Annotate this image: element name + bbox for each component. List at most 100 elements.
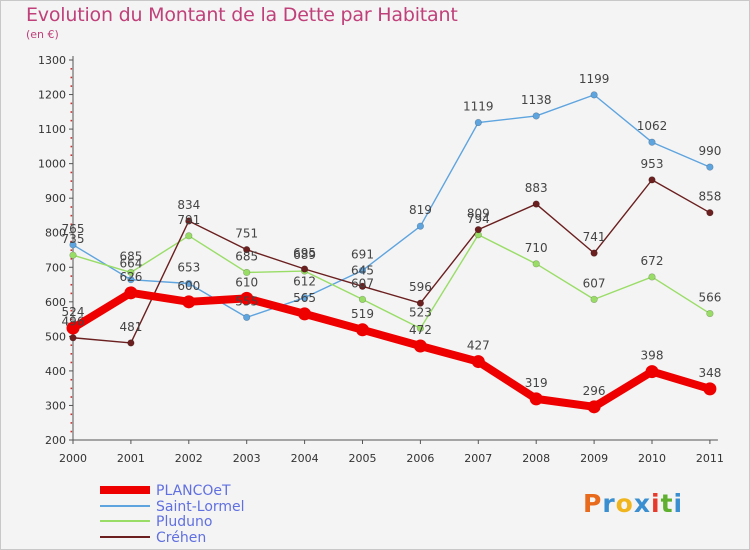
data-point xyxy=(298,307,312,321)
data-label: 555 xyxy=(235,294,258,308)
x-tick-label: 2008 xyxy=(522,452,550,465)
y-minor-tick xyxy=(70,85,73,87)
y-minor-tick xyxy=(70,283,73,286)
y-minor-tick xyxy=(70,223,73,226)
y-minor-tick xyxy=(70,137,73,139)
y-tick-label: 1100 xyxy=(38,123,66,136)
y-minor-tick xyxy=(70,309,73,312)
data-label: 751 xyxy=(235,227,258,241)
data-label: 1138 xyxy=(521,93,552,107)
data-point xyxy=(243,313,251,321)
data-label: 883 xyxy=(525,181,548,195)
data-point xyxy=(69,334,77,342)
data-point xyxy=(69,251,77,259)
data-label: 794 xyxy=(467,212,490,226)
y-minor-tick xyxy=(70,387,73,390)
x-tick-label: 2011 xyxy=(696,452,724,465)
data-label: 565 xyxy=(293,291,316,305)
data-point xyxy=(182,295,196,309)
y-tick-label: 600 xyxy=(45,296,66,309)
y-tick-label: 500 xyxy=(45,330,66,343)
y-minor-tick xyxy=(70,258,73,260)
data-label: 819 xyxy=(409,203,432,217)
data-point xyxy=(301,265,309,273)
data-label: 524 xyxy=(62,305,85,319)
data-label: 645 xyxy=(351,263,374,277)
data-label: 612 xyxy=(293,275,316,289)
data-point xyxy=(706,163,714,171)
data-label: 664 xyxy=(119,257,142,271)
data-label: 685 xyxy=(235,249,258,263)
data-point xyxy=(240,291,254,305)
data-point xyxy=(185,279,193,288)
data-point xyxy=(358,295,367,304)
data-point xyxy=(69,241,77,249)
chart-axes: 200 300 400 500 600 700 800 900 1000 1100 1200 1300… xyxy=(38,54,724,465)
data-point xyxy=(416,222,425,230)
y-minor-tick xyxy=(70,361,73,364)
data-label: 607 xyxy=(351,276,374,290)
y-minor-tick xyxy=(70,378,73,381)
chart-unit: (en €) xyxy=(26,28,59,41)
y-tick-label: 400 xyxy=(45,365,66,378)
y-minor-tick xyxy=(70,111,73,113)
y-tick-label: 1200 xyxy=(38,89,66,102)
data-label: 566 xyxy=(698,291,721,305)
y-minor-tick xyxy=(70,188,73,191)
legend-label: Saint-Lormel xyxy=(156,499,245,515)
data-point xyxy=(127,268,135,277)
data-point xyxy=(474,226,482,234)
data-label: 741 xyxy=(583,230,606,244)
data-label: 1199 xyxy=(579,72,610,86)
legend-label: PLANCOeT xyxy=(156,483,231,499)
data-label: 398 xyxy=(641,349,664,363)
data-point xyxy=(532,200,540,208)
x-tick-label: 2005 xyxy=(349,452,377,465)
y-tick-label: 1300 xyxy=(38,54,66,67)
data-point xyxy=(416,324,425,333)
data-label: 809 xyxy=(467,207,490,221)
data-label: 685 xyxy=(119,249,142,263)
data-point xyxy=(185,217,193,225)
data-label: 1119 xyxy=(463,100,494,114)
data-label: 626 xyxy=(119,270,142,284)
brand-letter: i xyxy=(651,489,661,518)
data-point xyxy=(706,209,714,217)
y-minor-tick xyxy=(70,430,73,433)
data-label: 695 xyxy=(293,246,316,260)
x-tick-label: 2002 xyxy=(175,452,203,465)
brand-letter: o xyxy=(615,489,634,518)
data-point xyxy=(66,321,80,335)
data-point xyxy=(127,276,135,284)
x-tick-label: 2009 xyxy=(580,452,608,465)
data-label: 990 xyxy=(698,144,721,158)
data-label: 600 xyxy=(177,279,200,293)
legend-label: Créhen xyxy=(156,530,206,546)
y-tick-label: 700 xyxy=(45,261,66,274)
y-tick-label: 200 xyxy=(45,434,66,447)
data-label: 481 xyxy=(119,320,142,334)
data-point xyxy=(590,249,598,257)
data-label: 672 xyxy=(641,254,664,268)
y-tick-label: 900 xyxy=(45,192,66,205)
data-label: 765 xyxy=(62,222,85,236)
data-point xyxy=(529,392,543,406)
data-label: 791 xyxy=(177,213,200,227)
series-lines xyxy=(69,94,714,411)
data-point xyxy=(474,118,482,127)
x-tick-label: 2006 xyxy=(406,452,434,465)
chart-title: Evolution du Montant de la Dette par Hab… xyxy=(26,4,458,26)
data-label: 735 xyxy=(62,232,85,246)
data-label: 653 xyxy=(177,261,200,275)
data-point xyxy=(127,339,135,347)
y-minor-tick xyxy=(70,68,73,70)
data-point xyxy=(648,273,656,281)
data-label: 596 xyxy=(409,280,432,294)
x-tick-label: 2007 xyxy=(464,452,492,465)
y-minor-tick xyxy=(70,206,73,208)
data-label: 519 xyxy=(351,307,374,321)
data-point xyxy=(648,176,656,184)
data-point xyxy=(590,295,598,304)
y-minor-tick xyxy=(70,102,73,105)
